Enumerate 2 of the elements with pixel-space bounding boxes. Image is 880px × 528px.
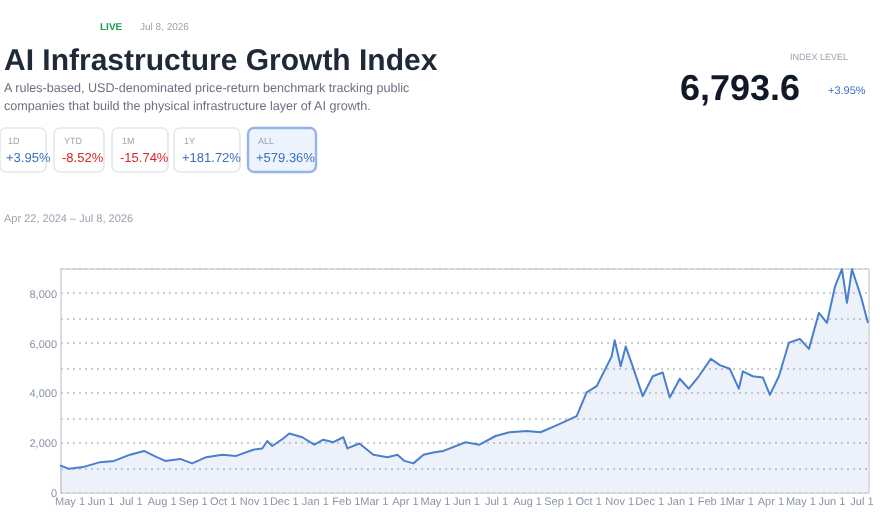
chart-title: AI Infrastructure Growth Index bbox=[4, 44, 439, 78]
text: 6,793.6 bbox=[680, 68, 801, 108]
